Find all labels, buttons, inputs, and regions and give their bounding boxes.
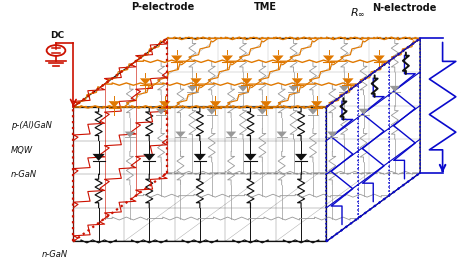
Polygon shape: [276, 132, 287, 138]
Polygon shape: [143, 154, 156, 161]
Text: P-electrode: P-electrode: [131, 2, 194, 12]
Text: n-GaN: n-GaN: [41, 250, 68, 259]
Polygon shape: [295, 154, 307, 161]
Polygon shape: [342, 78, 353, 85]
Polygon shape: [207, 109, 217, 115]
Polygon shape: [311, 101, 322, 108]
Polygon shape: [244, 154, 257, 161]
Polygon shape: [93, 154, 105, 161]
Polygon shape: [187, 86, 197, 92]
Polygon shape: [241, 78, 252, 85]
Polygon shape: [171, 55, 182, 62]
Text: DC: DC: [50, 31, 64, 40]
Text: p-(Al)GaN: p-(Al)GaN: [11, 121, 52, 130]
Polygon shape: [327, 132, 337, 138]
Polygon shape: [308, 109, 318, 115]
Polygon shape: [390, 86, 400, 92]
Polygon shape: [159, 101, 171, 108]
Polygon shape: [359, 109, 368, 115]
Polygon shape: [323, 55, 334, 62]
Polygon shape: [238, 86, 248, 92]
Polygon shape: [257, 109, 267, 115]
Text: TME: TME: [254, 2, 277, 12]
Text: MQW: MQW: [11, 146, 33, 155]
Polygon shape: [175, 132, 186, 138]
Polygon shape: [190, 78, 202, 85]
Polygon shape: [374, 55, 385, 62]
Polygon shape: [292, 78, 303, 85]
Polygon shape: [222, 55, 233, 62]
Polygon shape: [272, 55, 283, 62]
Text: $R_{\infty}$: $R_{\infty}$: [350, 7, 365, 18]
Polygon shape: [109, 101, 120, 108]
Polygon shape: [125, 132, 135, 138]
Polygon shape: [289, 86, 299, 92]
Polygon shape: [140, 78, 151, 85]
Text: N-electrode: N-electrode: [372, 3, 437, 13]
Text: n-GaN: n-GaN: [11, 170, 37, 179]
Polygon shape: [260, 101, 272, 108]
Polygon shape: [210, 101, 221, 108]
Polygon shape: [226, 132, 236, 138]
Polygon shape: [339, 86, 349, 92]
Polygon shape: [194, 154, 206, 161]
Polygon shape: [156, 109, 166, 115]
